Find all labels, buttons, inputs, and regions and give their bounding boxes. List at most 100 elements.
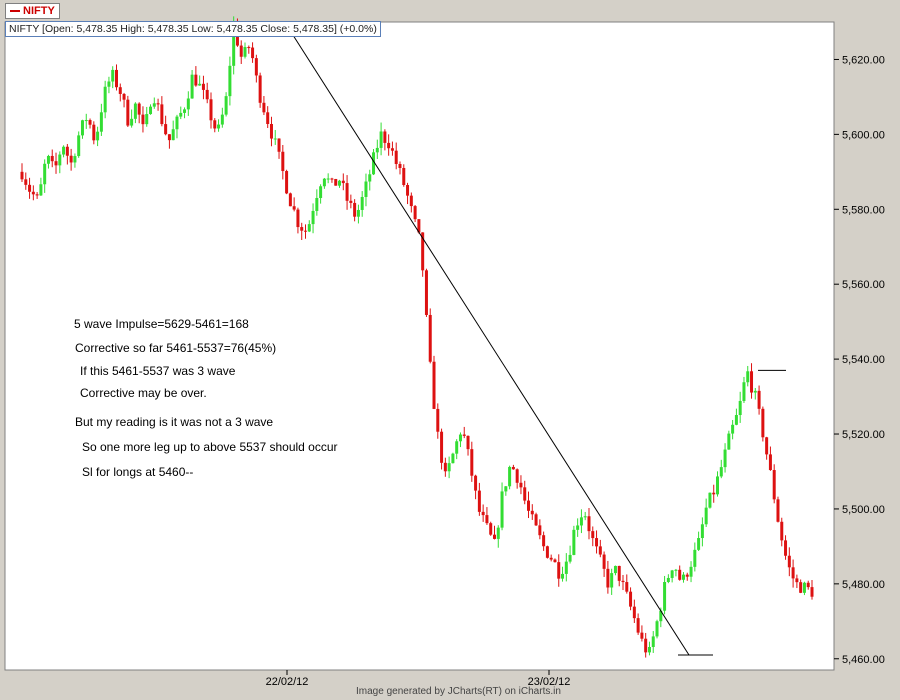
annotation-three-wave: If this 5461-5537 was 3 wave xyxy=(80,364,236,378)
candle xyxy=(583,511,587,521)
candle xyxy=(251,42,255,63)
candle xyxy=(443,457,447,477)
candle xyxy=(466,435,470,456)
candle xyxy=(111,66,115,89)
candle xyxy=(398,161,402,175)
candle xyxy=(527,491,531,519)
candle xyxy=(674,568,678,577)
candle xyxy=(338,179,342,188)
candle xyxy=(285,169,289,195)
candle xyxy=(655,619,659,639)
candle xyxy=(296,207,300,234)
candle xyxy=(262,96,266,116)
candle xyxy=(96,126,100,147)
candle xyxy=(379,122,383,156)
candle xyxy=(689,561,693,583)
candle xyxy=(636,613,640,635)
candle xyxy=(130,109,134,128)
candle xyxy=(266,106,270,129)
candle xyxy=(213,118,217,133)
candle xyxy=(145,106,149,127)
candle xyxy=(152,97,156,109)
candle xyxy=(508,465,512,490)
candle xyxy=(417,219,421,234)
candle xyxy=(77,131,81,158)
candle xyxy=(663,575,667,615)
annotation-stop-loss: Sl for longs at 5460-- xyxy=(82,465,194,479)
candle xyxy=(761,406,765,442)
candle xyxy=(765,436,769,460)
candle xyxy=(757,385,761,415)
candle xyxy=(84,113,88,129)
y-tick-label: 5,560.00 xyxy=(842,279,885,291)
y-tick-label: 5,580.00 xyxy=(842,204,885,216)
candle xyxy=(750,363,754,399)
candle xyxy=(80,119,84,139)
y-tick-label: 5,480.00 xyxy=(842,579,885,591)
candle xyxy=(353,199,357,222)
candle xyxy=(776,496,780,523)
candle xyxy=(727,430,731,450)
candle xyxy=(247,45,251,54)
candle xyxy=(62,145,66,158)
candle xyxy=(175,114,179,139)
candlestick-series xyxy=(20,16,814,658)
candle xyxy=(39,177,43,196)
candle xyxy=(587,507,591,540)
candle xyxy=(28,177,32,199)
candle xyxy=(88,118,92,129)
candle xyxy=(784,535,788,560)
x-tick-label: 23/02/12 xyxy=(528,676,571,688)
candle xyxy=(681,572,685,583)
candle xyxy=(315,189,319,216)
candle xyxy=(716,471,720,497)
candle xyxy=(239,40,243,64)
candle xyxy=(349,194,353,209)
candle xyxy=(651,631,655,653)
candle xyxy=(356,204,360,224)
candle xyxy=(602,551,606,577)
candle xyxy=(421,232,425,277)
candle xyxy=(149,104,153,115)
candle xyxy=(591,526,595,547)
candle xyxy=(20,163,24,183)
candle xyxy=(738,391,742,423)
candle xyxy=(99,103,103,136)
candle xyxy=(360,191,364,217)
candle xyxy=(413,204,417,223)
candle xyxy=(322,177,326,189)
candle xyxy=(375,139,379,159)
candle xyxy=(670,569,674,583)
candle xyxy=(224,92,228,117)
candle xyxy=(678,565,682,581)
candle xyxy=(292,197,296,212)
candle xyxy=(731,419,735,440)
candle xyxy=(300,222,304,241)
candle xyxy=(330,177,334,183)
candle xyxy=(326,173,330,184)
candle xyxy=(632,599,636,623)
candle xyxy=(303,224,307,239)
candle xyxy=(719,459,723,479)
candle xyxy=(530,504,534,520)
candle xyxy=(470,441,474,482)
candle xyxy=(742,376,746,404)
candle xyxy=(334,178,338,186)
footer-credit: Image generated by JCharts(RT) on iChart… xyxy=(356,686,561,697)
candle xyxy=(629,587,633,611)
candle xyxy=(436,403,440,439)
candle xyxy=(712,484,716,503)
candle xyxy=(190,70,194,99)
candle xyxy=(787,547,791,577)
candle xyxy=(538,519,542,540)
candle xyxy=(319,184,323,204)
candle xyxy=(579,509,583,534)
legend-symbol: NIFTY xyxy=(23,5,55,17)
candle xyxy=(114,64,118,91)
candle xyxy=(428,308,432,364)
candle xyxy=(806,580,810,590)
candle xyxy=(440,428,444,470)
candle xyxy=(734,408,738,426)
candle xyxy=(31,185,35,201)
candle xyxy=(474,474,478,500)
